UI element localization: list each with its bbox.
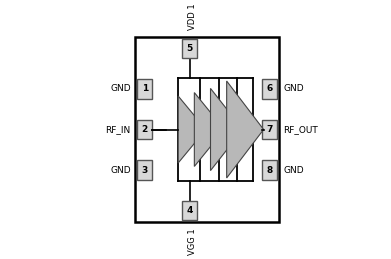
Text: 3: 3 — [142, 166, 148, 175]
Text: GND: GND — [110, 84, 131, 93]
Text: GND: GND — [110, 166, 131, 175]
Text: 6: 6 — [266, 84, 273, 93]
Bar — [135, 37, 279, 222]
Text: 1: 1 — [142, 84, 148, 93]
Text: VDD 1: VDD 1 — [188, 4, 197, 30]
Polygon shape — [194, 92, 224, 167]
Text: 4: 4 — [187, 206, 193, 215]
Text: VGG 1: VGG 1 — [188, 229, 197, 255]
Polygon shape — [227, 81, 264, 178]
Text: 7: 7 — [266, 125, 273, 134]
Bar — [137, 79, 152, 99]
Polygon shape — [178, 96, 206, 163]
Text: RF_IN: RF_IN — [106, 125, 131, 134]
Text: GND: GND — [283, 166, 304, 175]
Bar — [262, 79, 277, 99]
Bar — [137, 160, 152, 180]
Text: 2: 2 — [142, 125, 148, 134]
Text: 8: 8 — [266, 166, 273, 175]
Bar — [262, 120, 277, 139]
Bar — [137, 120, 152, 139]
Text: RF_OUT: RF_OUT — [283, 125, 318, 134]
Bar — [182, 39, 197, 58]
Bar — [182, 201, 197, 220]
Bar — [262, 160, 277, 180]
Text: 5: 5 — [187, 44, 193, 53]
Polygon shape — [210, 88, 243, 171]
Text: GND: GND — [283, 84, 304, 93]
